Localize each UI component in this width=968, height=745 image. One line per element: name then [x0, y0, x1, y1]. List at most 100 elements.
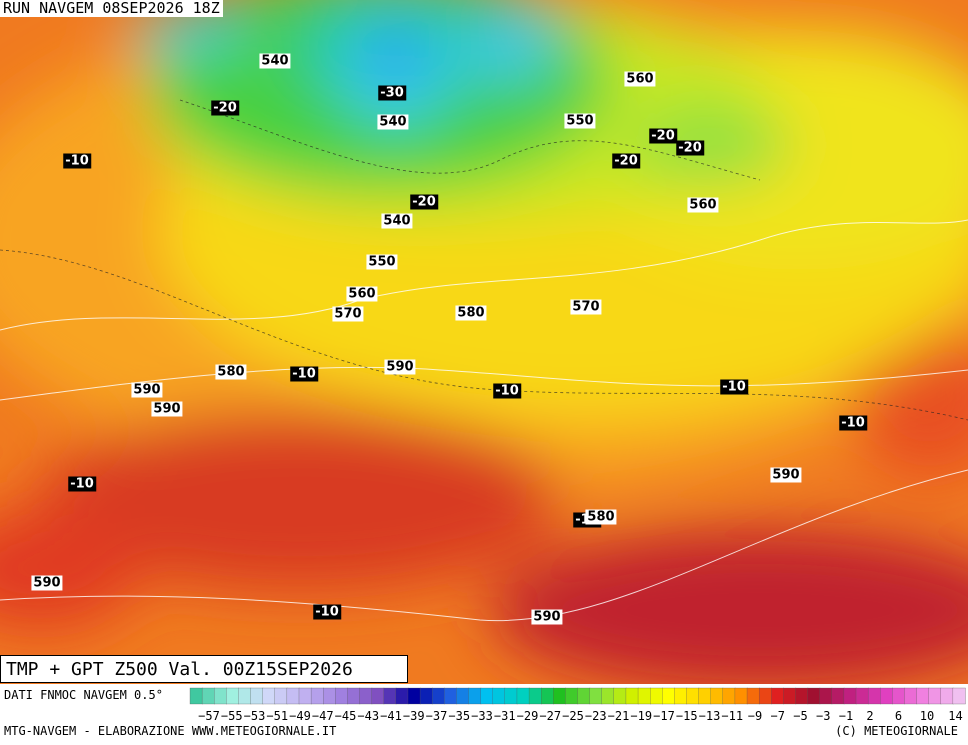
color-swatch	[771, 687, 785, 705]
scale-label: −19	[630, 709, 652, 723]
footer-right: (C) METEOGIORNALE	[835, 724, 958, 738]
height-label: 560	[687, 197, 719, 213]
data-source: DATI FNMOC NAVGEM 0.5°	[4, 688, 163, 702]
height-label: 590	[131, 382, 163, 398]
color-swatch	[504, 687, 518, 705]
color-swatch	[298, 687, 312, 705]
color-swatch	[589, 687, 603, 705]
height-label: 570	[570, 299, 602, 315]
scale-label: −1	[839, 709, 853, 723]
scale-label: −17	[653, 709, 675, 723]
height-label: 550	[564, 113, 596, 129]
color-swatch	[625, 687, 639, 705]
color-swatch	[371, 687, 385, 705]
temperature-label: -30	[378, 85, 406, 101]
color-scale: −57 −55 −53 −51 −49 −47 −45 −43 −41 −39 −37 −35 −33−…	[189, 687, 966, 723]
color-swatch	[274, 687, 288, 705]
scale-label: −47	[312, 709, 334, 723]
scale-label: −31	[494, 709, 516, 723]
scale-label: −29	[517, 709, 539, 723]
color-swatch	[419, 687, 433, 705]
temperature-label: -10	[290, 366, 318, 382]
color-swatch	[480, 687, 494, 705]
color-swatch	[286, 687, 300, 705]
scale-label: −33	[471, 709, 493, 723]
temperature-label: -20	[211, 100, 239, 116]
color-swatch	[698, 687, 712, 705]
color-swatch	[783, 687, 797, 705]
color-swatch	[795, 687, 809, 705]
scale-label: −43	[357, 709, 379, 723]
temperature-label: -10	[68, 476, 96, 492]
color-swatch	[516, 687, 530, 705]
height-label: 590	[531, 609, 563, 625]
run-title: RUN NAVGEM 08SEP2026 18Z	[0, 0, 223, 17]
color-swatch	[843, 687, 857, 705]
color-swatch	[492, 687, 506, 705]
color-swatch	[335, 687, 349, 705]
color-swatch	[831, 687, 845, 705]
legend: −57 −55 −53 −51 −49 −47 −45 −43 −41 −39 −37 −35 −33−…	[0, 684, 968, 745]
temperature-label: -10	[720, 379, 748, 395]
scale-label: −53	[244, 709, 266, 723]
temperature-label: -10	[839, 415, 867, 431]
color-swatch	[650, 687, 663, 705]
color-swatch	[710, 687, 724, 705]
color-swatch	[347, 687, 361, 705]
color-swatch	[674, 687, 688, 705]
color-swatch	[940, 687, 954, 705]
color-swatch	[310, 687, 324, 705]
scale-label: −11	[721, 709, 743, 723]
temperature-label: -20	[612, 153, 640, 169]
color-swatch	[819, 687, 833, 705]
color-swatch	[722, 687, 736, 705]
height-label: 580	[585, 509, 617, 525]
color-swatch	[359, 687, 373, 705]
color-swatch	[904, 687, 918, 705]
scale-label: −37	[426, 709, 448, 723]
height-label: 590	[770, 467, 802, 483]
color-swatch	[541, 687, 554, 705]
color-swatch	[250, 687, 264, 705]
color-swatch	[807, 687, 821, 705]
temperature-label: -10	[493, 383, 521, 399]
scale-label: −55	[221, 709, 243, 723]
scale-label: −25	[562, 709, 584, 723]
color-swatch	[528, 687, 542, 705]
map: RUN NAVGEM 08SEP2026 18Z 540 -30 -20 540 560…	[0, 0, 968, 684]
caption: TMP + GPT Z500 Val. 00Z15SEP2026	[0, 655, 408, 683]
height-label: 570	[332, 306, 364, 322]
temperature-label: -10	[63, 153, 91, 169]
scale-label: 10	[920, 709, 934, 723]
color-swatch	[952, 687, 966, 705]
scale-label: −51	[266, 709, 288, 723]
color-swatch	[553, 687, 567, 705]
height-label: 550	[366, 254, 398, 270]
color-swatch	[407, 687, 421, 705]
color-swatch	[323, 687, 336, 705]
scale-label: 2	[866, 709, 873, 723]
color-swatch	[867, 687, 881, 705]
scale-label: −23	[585, 709, 607, 723]
scale-label: −15	[676, 709, 698, 723]
color-swatch	[662, 687, 676, 705]
color-swatch	[855, 687, 869, 705]
color-swatch	[637, 687, 651, 705]
color-swatch	[928, 687, 942, 705]
scale-label: −27	[539, 709, 561, 723]
color-swatch	[758, 687, 772, 705]
scale-label: −49	[289, 709, 311, 723]
color-swatch	[565, 687, 579, 705]
temperature-label: -20	[649, 128, 677, 144]
scale-label: −7	[771, 709, 785, 723]
color-swatch	[880, 687, 893, 705]
scale-label: −13	[699, 709, 721, 723]
height-label: 590	[151, 401, 183, 417]
temperature-field	[0, 0, 968, 684]
scale-label: −21	[608, 709, 630, 723]
scale-label: −35	[448, 709, 470, 723]
scale-label: −41	[380, 709, 402, 723]
color-swatch	[189, 687, 203, 705]
color-swatch	[201, 687, 215, 705]
color-swatch	[734, 687, 748, 705]
